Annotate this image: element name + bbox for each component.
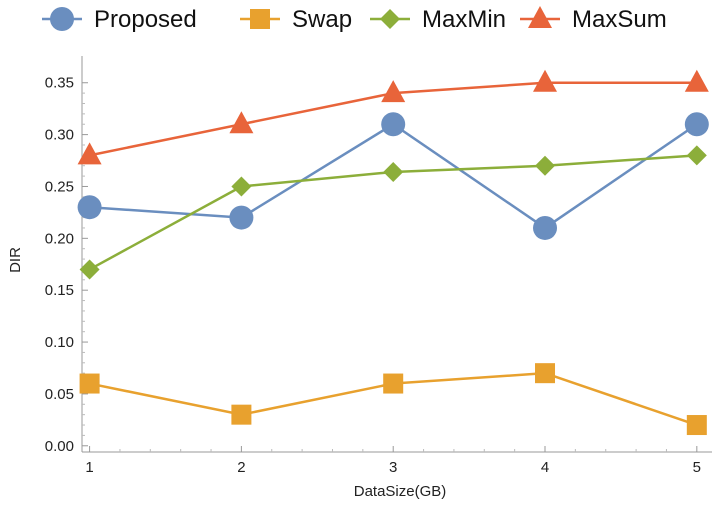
legend-item-maxmin: MaxMin — [370, 6, 506, 33]
x-tick-label: 2 — [237, 459, 245, 476]
y-tick-label: 0.15 — [45, 282, 74, 299]
series-maxsum — [77, 69, 709, 165]
data-point — [229, 205, 254, 230]
legend-label: Proposed — [94, 6, 197, 33]
data-point — [533, 215, 558, 240]
x-tick-label: 3 — [389, 459, 397, 476]
axes: 0.00 0.05 0.10 0.15 0.20 0.25 0.30 0.35 1 2 3 4 5 — [45, 56, 712, 476]
y-tick-label: 0.30 — [45, 127, 74, 144]
y-tick-label: 0.35 — [45, 75, 74, 92]
data-point — [77, 142, 102, 165]
x-tick-label: 4 — [541, 459, 549, 476]
y-tick-label: 0.00 — [45, 438, 74, 455]
data-point — [231, 404, 252, 425]
y-tick-label: 0.25 — [45, 178, 74, 195]
data-point — [684, 69, 709, 92]
data-point — [77, 195, 102, 220]
legend-marker — [50, 7, 74, 31]
legend-label: Swap — [292, 6, 352, 33]
x-tick-label: 5 — [693, 459, 701, 476]
data-point — [533, 69, 558, 92]
legend-label: MaxMin — [422, 6, 506, 33]
x-axis-title: DataSize(GB) — [354, 483, 447, 500]
data-point — [381, 80, 406, 103]
data-point — [231, 176, 252, 197]
legend-marker — [528, 6, 552, 28]
legend-marker — [250, 9, 270, 29]
legend: Proposed Swap MaxMin MaxSum — [42, 6, 667, 33]
y-axis-title: DIR — [7, 247, 24, 273]
data-point — [383, 161, 404, 182]
data-point — [535, 155, 556, 176]
data-point — [684, 112, 709, 137]
legend-item-maxsum: MaxSum — [520, 6, 667, 33]
data-point — [229, 111, 254, 134]
data-point — [535, 363, 556, 384]
y-tick-label: 0.20 — [45, 230, 74, 247]
data-point — [381, 112, 406, 137]
legend-marker — [380, 9, 400, 29]
data-point — [686, 145, 707, 166]
plot-area — [77, 69, 709, 436]
legend-item-swap: Swap — [240, 6, 352, 33]
y-tick-label: 0.10 — [45, 334, 74, 351]
data-point — [383, 373, 404, 394]
legend-label: MaxSum — [572, 6, 667, 33]
series-swap — [79, 363, 707, 436]
legend-item-proposed: Proposed — [42, 6, 197, 33]
data-point — [79, 259, 100, 280]
y-tick-label: 0.05 — [45, 386, 74, 403]
x-tick-label: 1 — [85, 459, 93, 476]
data-point — [686, 415, 707, 436]
data-point — [79, 373, 100, 394]
series-maxmin — [79, 145, 707, 280]
